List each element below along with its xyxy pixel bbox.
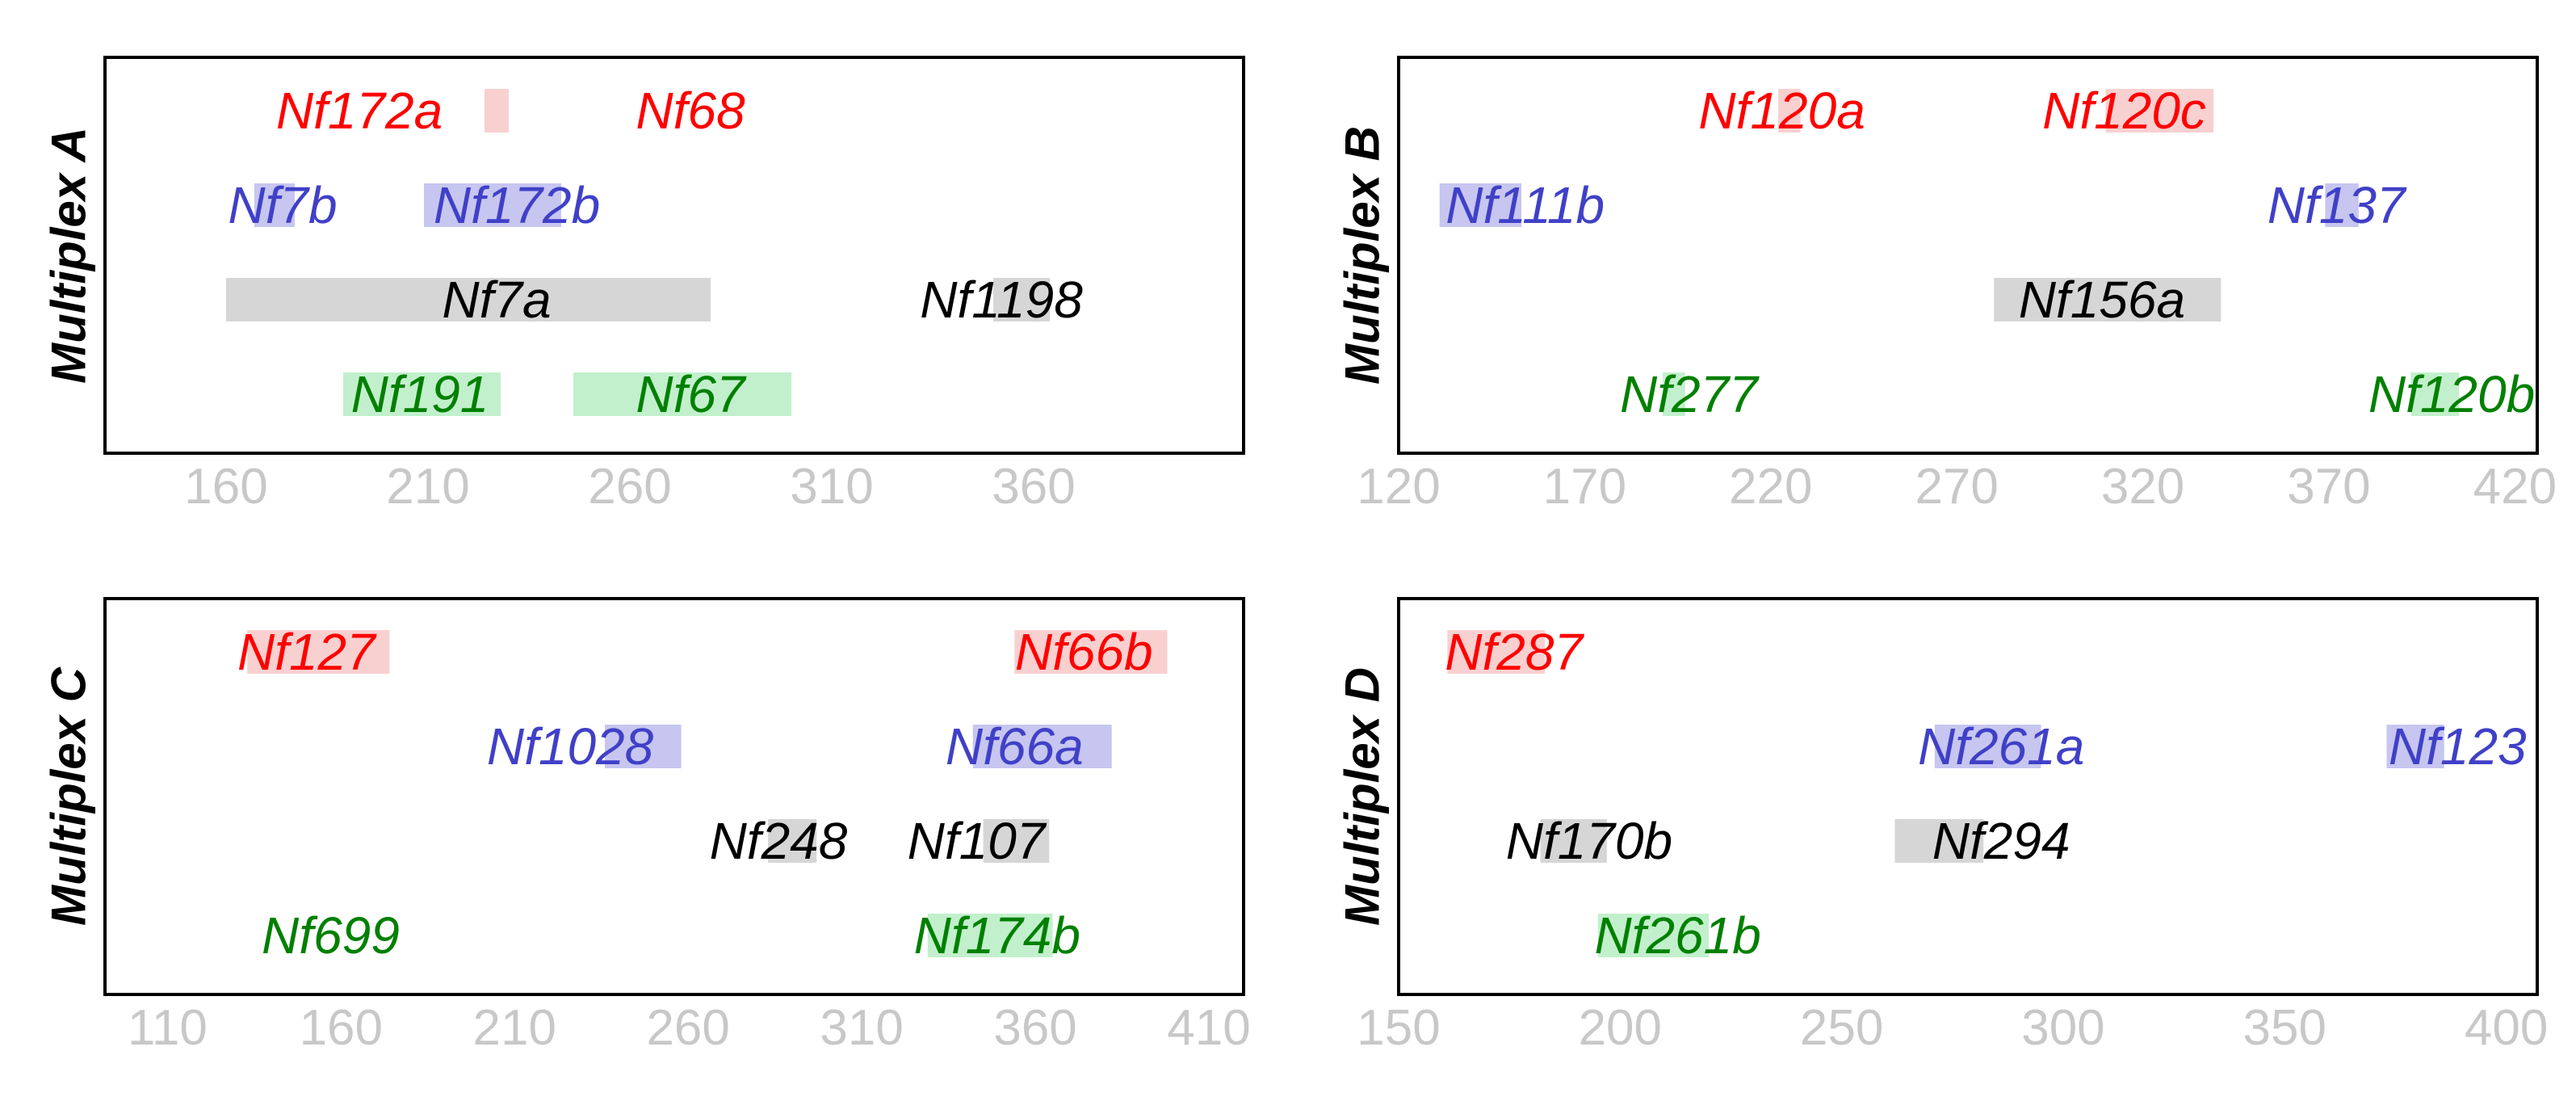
- x-tick-label: 170: [1543, 459, 1626, 515]
- marker-label-nf67: Nf67: [636, 365, 747, 423]
- size-band-nf120a: [1778, 89, 1801, 132]
- size-band-nf66a: [972, 725, 1112, 768]
- marker-label-nf699: Nf699: [262, 906, 400, 965]
- x-tick-label: 360: [993, 1000, 1076, 1056]
- x-tick-label: 210: [386, 459, 469, 515]
- size-band-nf107: [983, 819, 1050, 863]
- panel-title: Multiplex C: [42, 666, 96, 926]
- marker-label-nf248: Nf248: [710, 812, 848, 870]
- marker-label-nf107: Nf107: [908, 812, 1047, 870]
- marker-label-nf120b: Nf120b: [2368, 365, 2535, 423]
- x-tick-label: 250: [1800, 1000, 1883, 1056]
- size-band-nf123: [2386, 725, 2444, 768]
- marker-label-nf277: Nf277: [1620, 365, 1760, 423]
- marker-label-nf111b: Nf111b: [1445, 176, 1605, 234]
- marker-label-nf261a: Nf261a: [1918, 717, 2084, 776]
- size-band-nf294: [1894, 819, 1984, 863]
- x-tick-label: 310: [820, 1000, 903, 1056]
- size-band-nf120b: [2410, 372, 2460, 416]
- marker-label-nf294: Nf294: [1932, 812, 2070, 870]
- size-band-nf172a: [485, 89, 509, 132]
- x-tick-label: 410: [1167, 1000, 1250, 1056]
- panel-multiplex-d: Nf287 Nf261a Nf123 Nf170b Nf294 Nf261b 150 200 2…: [1336, 597, 2548, 1056]
- size-band-nf261a: [1934, 725, 2041, 768]
- size-band-nf66b: [1014, 630, 1168, 674]
- x-tick-label: 360: [992, 459, 1075, 515]
- x-tick-label: 220: [1729, 459, 1812, 515]
- x-tick-label: 270: [1915, 459, 1998, 515]
- marker-label-nf137: Nf137: [2268, 176, 2407, 234]
- size-band-nf111b: [1439, 183, 1522, 227]
- size-band-nf191: [343, 372, 501, 416]
- x-tick-label: 350: [2243, 1000, 2326, 1056]
- size-band-nf67: [573, 372, 791, 416]
- x-tick-label: 260: [588, 459, 671, 515]
- panel-frame: [1397, 597, 2539, 996]
- size-band-nf261b: [1597, 914, 1710, 957]
- size-band-nf1028: [605, 725, 682, 768]
- x-tick-label: 160: [184, 459, 267, 515]
- marker-label-nf156a: Nf156a: [2019, 271, 2185, 329]
- marker-label-nf174b: Nf174b: [914, 906, 1080, 965]
- marker-label-nf170b: Nf170b: [1506, 812, 1672, 870]
- size-band-nf127: [247, 630, 390, 674]
- x-tick-label: 120: [1357, 459, 1440, 515]
- x-tick-label: 400: [2465, 1000, 2548, 1056]
- x-tick-label: 370: [2287, 459, 2370, 515]
- marker-label-nf123: Nf123: [2389, 717, 2527, 776]
- panel-multiplex-c: Nf127 Nf66b Nf1028 Nf66a Nf248 Nf107 Nf699 Nf17…: [42, 597, 1251, 1056]
- marker-label-nf7b: Nf7b: [228, 176, 337, 234]
- marker-label-nf127: Nf127: [237, 623, 377, 681]
- size-band-nf7b: [254, 183, 295, 227]
- marker-label-nf191: Nf191: [351, 365, 489, 423]
- marker-label-nf172a: Nf172a: [276, 82, 443, 140]
- x-tick-label: 150: [1357, 1000, 1440, 1056]
- size-band-nf7a: [226, 278, 711, 322]
- panel-title: Multiplex A: [42, 127, 96, 384]
- x-tick-label: 320: [2101, 459, 2184, 515]
- marker-label-nf66a: Nf66a: [946, 717, 1084, 776]
- x-tick-label: 310: [790, 459, 873, 515]
- size-band-nf1198: [993, 278, 1050, 322]
- marker-label-nf172b: Nf172b: [434, 176, 600, 234]
- marker-label-nf66b: Nf66b: [1015, 623, 1153, 681]
- marker-label-nf68: Nf68: [636, 82, 745, 140]
- panel-frame: [103, 597, 1245, 996]
- size-band-nf248: [768, 819, 817, 863]
- size-band-nf137: [2325, 183, 2359, 227]
- x-tick-label: 110: [128, 1000, 208, 1056]
- panel-title: Multiplex B: [1336, 126, 1390, 385]
- size-band-nf172b: [424, 183, 561, 227]
- x-tick-label: 200: [1579, 1000, 1662, 1056]
- marker-label-nf120a: Nf120a: [1698, 82, 1865, 140]
- panel-frame: [1397, 56, 2539, 455]
- size-band-nf120c: [2105, 89, 2214, 132]
- size-band-nf277: [1663, 372, 1685, 416]
- x-tick-label: 300: [2021, 1000, 2104, 1056]
- marker-label-nf1028: Nf1028: [487, 717, 654, 776]
- marker-label-nf120c: Nf120c: [2042, 82, 2206, 140]
- x-tick-label: 420: [2473, 459, 2557, 515]
- size-band-nf287: [1447, 630, 1546, 674]
- panel-frame: [103, 56, 1245, 455]
- size-band-nf156a: [1994, 278, 2221, 322]
- marker-label-nf1198: Nf1198: [920, 271, 1083, 329]
- marker-label-nf287: Nf287: [1445, 623, 1584, 681]
- panel-title: Multiplex D: [1336, 667, 1390, 926]
- x-tick-label: 160: [300, 1000, 383, 1056]
- panel-multiplex-a: Nf172a Nf68 Nf7b Nf172b Nf7a Nf1198 Nf191 Nf67 1…: [42, 56, 1245, 515]
- size-band-nf170b: [1540, 819, 1607, 863]
- size-band-nf174b: [927, 914, 1053, 957]
- marker-label-nf261b: Nf261b: [1594, 906, 1760, 965]
- x-tick-label: 210: [473, 1000, 556, 1056]
- x-tick-label: 260: [646, 1000, 729, 1056]
- marker-label-nf7a: Nf7a: [442, 271, 551, 329]
- panel-multiplex-b: Nf120a Nf120c Nf111b Nf137 Nf156a Nf277 Nf120b…: [1336, 56, 2557, 515]
